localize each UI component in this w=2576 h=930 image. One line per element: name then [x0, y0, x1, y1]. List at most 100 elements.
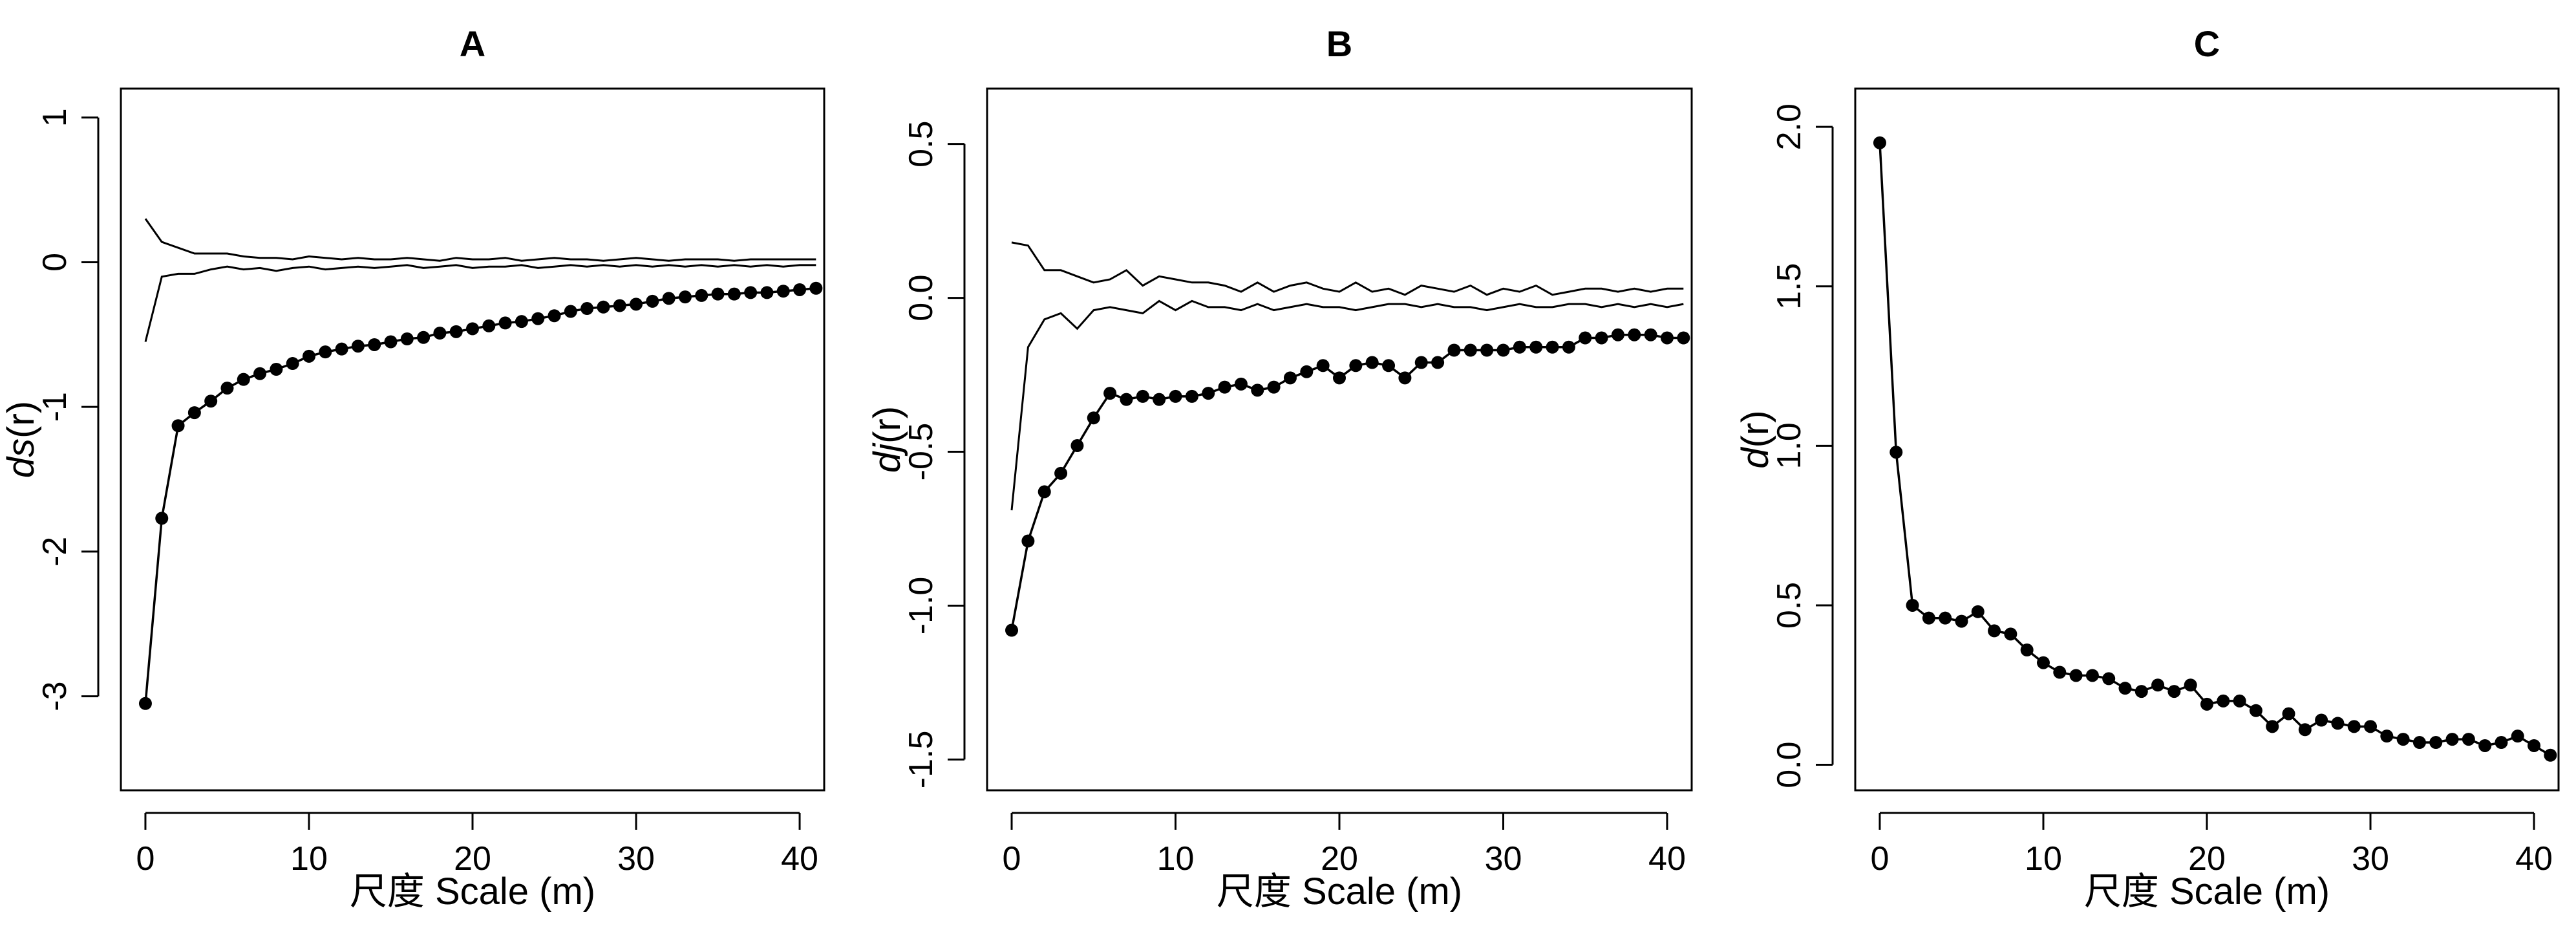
- data-point: [204, 395, 218, 408]
- plot-frame: [1854, 87, 2560, 792]
- data-point: [1431, 356, 1445, 369]
- data-point: [1202, 387, 1215, 400]
- data-point: [2298, 723, 2312, 737]
- x-axis-label: 尺度 Scale (m): [1217, 871, 1462, 913]
- data-point: [776, 285, 790, 298]
- x-tick-label: 30: [1485, 840, 1522, 878]
- data-point: [1267, 380, 1281, 394]
- y-tick-label: 0: [36, 253, 74, 272]
- data-point: [2528, 739, 2541, 752]
- data-point: [727, 287, 741, 301]
- data-point: [2331, 717, 2345, 730]
- data-point: [237, 373, 250, 386]
- data-point: [1185, 389, 1198, 403]
- y-tick-label: -1.5: [902, 731, 940, 789]
- y-tick-label: 1.5: [1771, 263, 1808, 310]
- envelope-line: [1010, 299, 1684, 511]
- data-point: [744, 286, 758, 299]
- data-point: [646, 294, 659, 308]
- data-point: [2004, 627, 2017, 641]
- data-point: [1644, 328, 1657, 341]
- y-tick-label: -1.0: [902, 577, 940, 635]
- data-point: [1660, 331, 1674, 345]
- data-point: [1382, 359, 1396, 373]
- data-point: [2511, 730, 2524, 743]
- data-point: [220, 382, 234, 395]
- envelope-line: [144, 218, 816, 262]
- plot-frame: [120, 87, 825, 792]
- data-point: [531, 312, 545, 325]
- data-point: [1480, 343, 1494, 357]
- data-point: [2266, 720, 2279, 733]
- data-point: [662, 292, 676, 305]
- data-point: [1153, 393, 1166, 406]
- data-point: [1333, 371, 1346, 385]
- data-point: [2184, 678, 2197, 692]
- y-axis-label-suffix: (r): [866, 406, 908, 444]
- y-tick-label: -3: [36, 681, 74, 711]
- data-point: [384, 335, 398, 349]
- y-tick-label: -1: [36, 392, 74, 422]
- data-point: [597, 300, 610, 314]
- data-point: [1595, 331, 1608, 345]
- data-point: [564, 305, 577, 318]
- plot-area: [1005, 241, 1690, 637]
- data-point: [351, 340, 365, 353]
- data-point: [793, 283, 807, 296]
- y-tick-label: 2.0: [1771, 103, 1808, 150]
- data-point: [400, 332, 414, 346]
- plot-area: [138, 218, 823, 710]
- data-point: [433, 327, 447, 340]
- envelope-line: [1011, 241, 1684, 296]
- data-point: [1447, 343, 1461, 357]
- data-point: [2020, 643, 2034, 656]
- data-point: [1971, 605, 1985, 618]
- data-point: [2151, 678, 2165, 692]
- data-point: [1579, 331, 1592, 345]
- x-tick-label: 10: [1157, 840, 1195, 878]
- data-point: [2217, 694, 2230, 708]
- plot-frame: [986, 87, 1693, 792]
- data-point: [138, 697, 152, 710]
- x-tick-label: 10: [2025, 840, 2062, 878]
- y-tick-label: -2: [36, 537, 74, 567]
- data-point: [1218, 380, 1231, 394]
- data-point: [2429, 736, 2443, 750]
- data-point: [2102, 672, 2116, 686]
- data-point: [695, 288, 708, 302]
- data-point: [809, 281, 823, 295]
- y-axis-label-suffix: (r): [1734, 410, 1776, 448]
- data-point: [1136, 389, 1149, 403]
- data-point: [155, 512, 169, 525]
- data-point: [1169, 389, 1182, 403]
- y-tick-label: 0.0: [1771, 741, 1808, 788]
- data-point: [2364, 720, 2378, 733]
- y-axis-label: dj(r): [866, 406, 908, 473]
- data-point: [1300, 365, 1314, 378]
- x-tick-label: 0: [136, 840, 154, 878]
- data-point: [417, 330, 431, 344]
- data-point: [2069, 669, 2083, 682]
- data-point: [1464, 343, 1477, 357]
- panel-title: B: [1326, 23, 1352, 64]
- data-point: [2085, 669, 2099, 682]
- data-point: [1546, 340, 1559, 354]
- data-point: [253, 367, 267, 380]
- data-point: [2118, 682, 2132, 695]
- y-tick-label: -0.5: [902, 423, 940, 481]
- data-point: [1365, 356, 1379, 369]
- data-point: [482, 319, 496, 332]
- data-point: [1955, 614, 1968, 628]
- data-point: [678, 290, 692, 304]
- data-point: [1677, 331, 1690, 345]
- y-tick-label: 0.0: [902, 274, 940, 321]
- data-point: [1103, 387, 1117, 400]
- data-point: [580, 302, 594, 316]
- y-tick-label: 0.5: [902, 121, 940, 168]
- data-point: [1054, 466, 1068, 480]
- x-tick-label: 30: [617, 840, 655, 878]
- data-point: [1021, 534, 1035, 548]
- data-point: [2036, 656, 2050, 669]
- data-point: [1005, 623, 1019, 637]
